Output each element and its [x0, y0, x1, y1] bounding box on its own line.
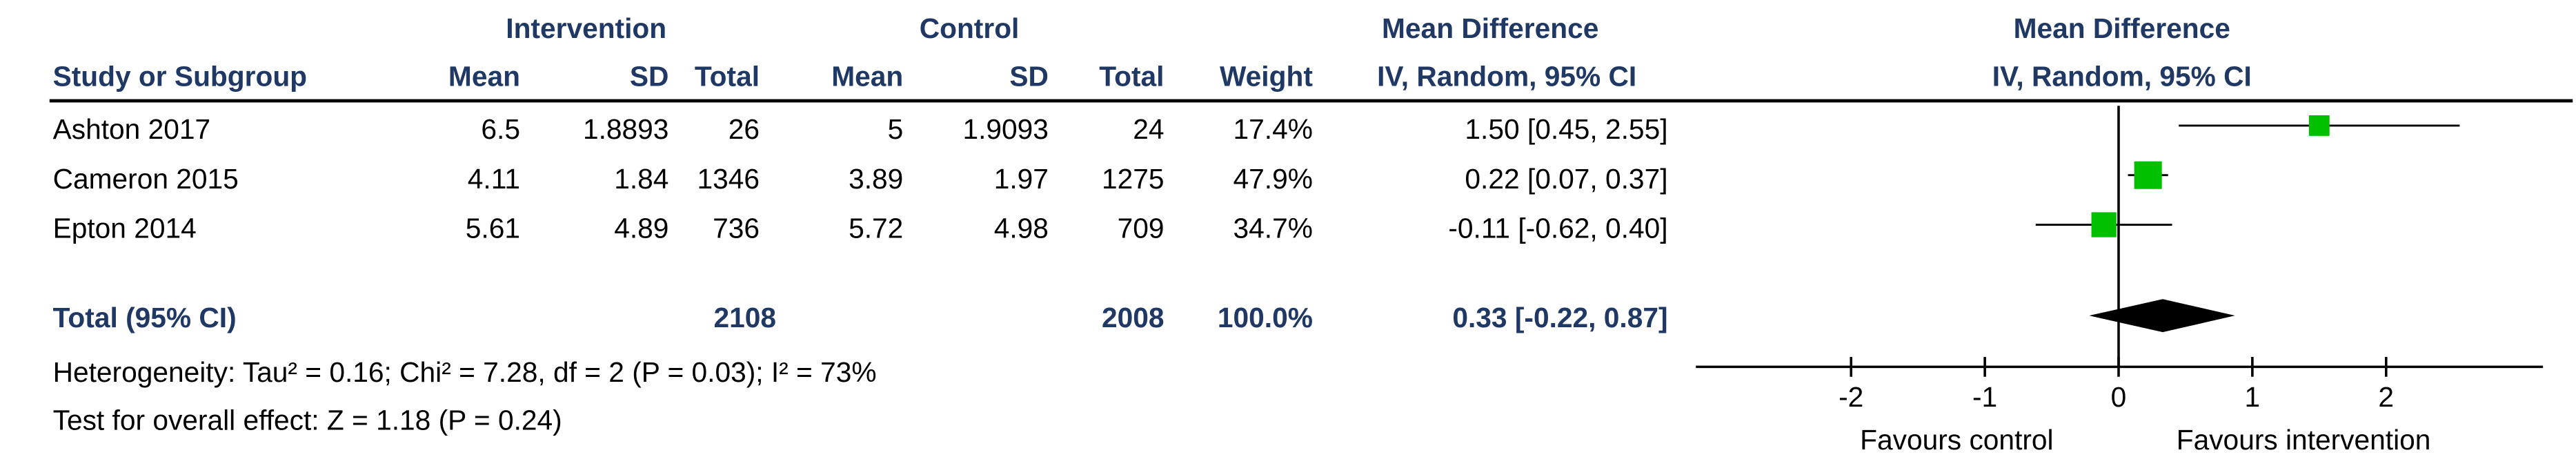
total-intervention: 2108 — [713, 302, 776, 334]
col-intervention-sd: SD — [629, 61, 669, 93]
col-ci: IV, Random, 95% CI — [1377, 61, 1637, 93]
study-ci: -0.11 [-0.62, 0.40] — [1448, 213, 1668, 245]
header-mean-difference-plot: Mean Difference — [2013, 13, 2230, 45]
control-sd: 4.98 — [993, 213, 1049, 245]
control-mean: 5.72 — [849, 213, 904, 245]
study-point-marker — [2308, 115, 2330, 136]
header-divider — [49, 99, 2573, 103]
intervention-total: 1346 — [697, 163, 760, 195]
header-control: Control — [919, 13, 1020, 45]
control-mean: 3.89 — [849, 163, 904, 195]
intervention-sd: 4.89 — [614, 213, 669, 245]
col-study: Study or Subgroup — [52, 61, 308, 93]
control-sd: 1.9093 — [962, 114, 1049, 146]
study-ci: 0.22 [0.07, 0.37] — [1465, 163, 1668, 195]
header-mean-difference: Mean Difference — [1382, 13, 1599, 45]
intervention-mean: 5.61 — [465, 213, 520, 245]
x-axis-tick-label: 1 — [2245, 381, 2261, 413]
total-weight: 100.0% — [1217, 302, 1313, 334]
favours-control-label: Favours control — [1860, 425, 2054, 456]
overall-effect-text: Test for overall effect: Z = 1.18 (P = 0… — [52, 405, 562, 436]
col-control-sd: SD — [1009, 61, 1049, 93]
study-weight: 17.4% — [1233, 114, 1313, 146]
col-control-total: Total — [1099, 61, 1165, 93]
study-name: Ashton 2017 — [52, 114, 211, 146]
favours-intervention-label: Favours intervention — [2176, 425, 2431, 456]
study-name: Epton 2014 — [52, 213, 197, 245]
x-axis-tick-label: 2 — [2378, 381, 2394, 413]
intervention-sd: 1.84 — [614, 163, 669, 195]
col-weight: Weight — [1220, 61, 1313, 93]
control-total: 1275 — [1101, 163, 1165, 195]
study-weight: 34.7% — [1233, 213, 1313, 245]
intervention-total: 26 — [728, 114, 760, 146]
col-control-mean: Mean — [831, 61, 904, 93]
study-point-marker — [2091, 212, 2117, 237]
heterogeneity-text: Heterogeneity: Tau² = 0.16; Chi² = 7.28,… — [52, 357, 877, 389]
study-ci: 1.50 [0.45, 2.55] — [1465, 114, 1668, 146]
col-intervention-total: Total — [694, 61, 760, 93]
control-sd: 1.97 — [993, 163, 1049, 195]
study-point-marker — [2134, 161, 2162, 189]
intervention-mean: 6.5 — [481, 114, 520, 146]
total-label: Total (95% CI) — [52, 302, 237, 334]
control-total: 24 — [1133, 114, 1165, 146]
x-axis-tick-label: -1 — [1972, 381, 1997, 413]
col-intervention-mean: Mean — [448, 61, 520, 93]
pooled-diamond — [2089, 299, 2235, 333]
intervention-total: 736 — [713, 213, 760, 245]
control-mean: 5 — [887, 114, 904, 146]
intervention-mean: 4.11 — [467, 163, 520, 195]
header-intervention: Intervention — [506, 13, 667, 45]
study-weight: 47.9% — [1233, 163, 1313, 195]
total-ci: 0.33 [-0.22, 0.87] — [1452, 302, 1668, 334]
x-axis-tick-label: -2 — [1839, 381, 1863, 413]
study-name: Cameron 2015 — [52, 163, 239, 195]
col-ci-plot: IV, Random, 95% CI — [1992, 61, 2252, 93]
control-total: 709 — [1117, 213, 1165, 245]
total-control: 2008 — [1101, 302, 1165, 334]
x-axis-tick-label: 0 — [2111, 381, 2127, 413]
intervention-sd: 1.8893 — [582, 114, 669, 146]
